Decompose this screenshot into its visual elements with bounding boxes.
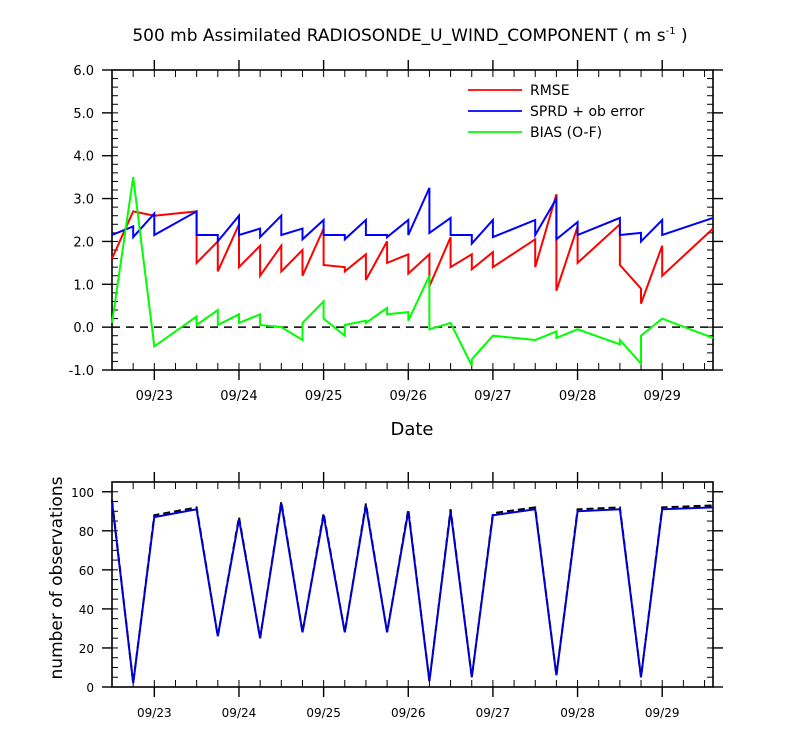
y-tick-label: 20 <box>79 642 94 656</box>
y-tick-label: 0.0 <box>73 321 94 336</box>
legend-sprd-label: SPRD + ob error <box>530 104 645 120</box>
bottom-y-ticks: 0 20 40 60 80 100 <box>71 486 723 695</box>
x-tick-label: 09/29 <box>643 389 680 404</box>
x-tick-label: 09/23 <box>136 389 173 404</box>
x-tick-label: 09/23 <box>137 706 172 720</box>
x-tick-label: 09/25 <box>306 706 341 720</box>
y-tick-label: 80 <box>79 525 94 539</box>
chart-title-main: 500 mb Assimilated RADIOSONDE_U_WIND_COM… <box>132 26 665 46</box>
series-line-rmse <box>111 194 714 304</box>
series-line-bias-o-f <box>111 176 714 367</box>
bottom-minor-ticks <box>112 481 713 688</box>
chart-title-end: ) <box>676 26 688 46</box>
y-tick-label: -1.0 <box>69 364 94 379</box>
top-series-group <box>111 176 714 367</box>
chart-title: 500 mb Assimilated RADIOSONDE_U_WIND_COM… <box>132 26 687 46</box>
top-x-axis-label: Date <box>390 419 433 440</box>
bottom-series-group <box>111 499 714 684</box>
x-tick-label: 09/28 <box>559 389 596 404</box>
x-tick-label: 09/27 <box>476 706 511 720</box>
bottom-x-ticks: 09/23 09/24 09/25 09/26 09/27 09/28 09/29 <box>137 472 680 720</box>
x-tick-label: 09/24 <box>220 389 257 404</box>
legend-bias-label: BIAS (O-F) <box>530 125 602 141</box>
top-plot-frame <box>111 69 714 371</box>
bottom-chart: 09/23 09/24 09/25 09/26 09/27 09/28 09/29 0 20 4… <box>47 472 723 720</box>
legend: RMSE SPRD + ob error BIAS (O-F) <box>468 83 645 141</box>
y-tick-label: 1.0 <box>73 278 94 293</box>
y-tick-label: 40 <box>79 603 94 617</box>
x-tick-label: 09/28 <box>560 706 595 720</box>
top-x-ticks: 09/23 09/24 09/25 09/26 09/27 09/28 09/29 <box>136 60 681 404</box>
y-tick-label: 60 <box>79 564 94 578</box>
y-tick-label: 100 <box>71 486 94 500</box>
x-tick-label: 09/29 <box>645 706 680 720</box>
top-y-ticks: -1.0 0.0 1.0 2.0 3.0 4.0 5.0 6.0 <box>69 64 723 379</box>
series-line-sprd-ob-error <box>111 187 714 247</box>
y-tick-label: 0 <box>86 681 94 695</box>
y-tick-label: 2.0 <box>73 235 94 250</box>
top-chart: 09/23 09/24 09/25 09/26 09/27 09/28 09/29 -1.0… <box>69 60 723 440</box>
x-tick-label: 09/25 <box>305 389 342 404</box>
y-tick-label: 5.0 <box>73 107 94 122</box>
x-tick-label: 09/26 <box>391 706 426 720</box>
legend-rmse-label: RMSE <box>530 83 570 99</box>
x-tick-label: 09/27 <box>474 389 511 404</box>
series-line-observations-used <box>111 501 714 684</box>
x-tick-label: 09/26 <box>390 389 427 404</box>
bottom-plot-frame <box>111 481 714 688</box>
y-tick-label: 3.0 <box>73 193 94 208</box>
bottom-y-axis-label: number of observations <box>47 476 67 679</box>
x-tick-label: 09/24 <box>222 706 257 720</box>
y-tick-label: 4.0 <box>73 150 94 165</box>
y-tick-label: 6.0 <box>73 64 94 79</box>
chart-title-sup: -1 <box>666 26 676 37</box>
